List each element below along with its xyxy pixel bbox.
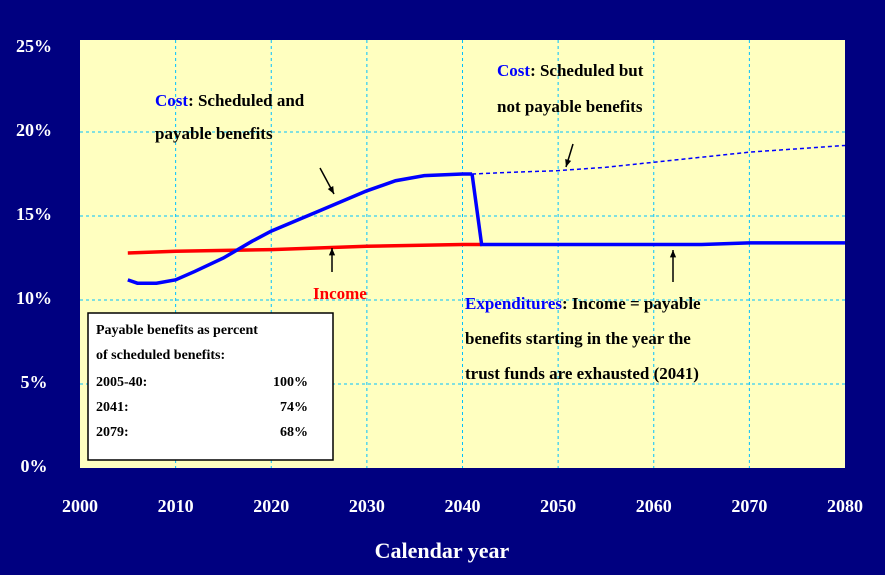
x-tick-label: 2010 [158,496,194,516]
x-tick-label: 2030 [349,496,385,516]
arrow-head [565,159,572,167]
note-cell: 2041: [96,400,129,415]
x-tick-label: 2060 [636,496,672,516]
line [127,242,482,255]
line [472,144,846,175]
annotation: Cost: Scheduled but [497,61,644,80]
y-tick-label: 15% [16,204,52,224]
note-title: of scheduled benefits: [96,348,225,363]
annotation-text: payable benefits [155,124,273,143]
x-tick-label: 2080 [827,496,863,516]
annotation-highlight: Expenditures [465,294,562,313]
note-cell: 74% [280,400,308,415]
y-tick-label: 10% [16,288,52,308]
annotation-text: : Scheduled but [530,61,644,80]
y-tick-label: 25% [16,36,52,56]
note-title: Payable benefits as percent [96,323,258,338]
annotation-text: : Scheduled and [188,91,305,110]
annotation-text: not payable benefits [497,97,643,116]
arrow-head [669,250,677,258]
annotation-highlight: Income [313,284,367,303]
x-tick-label: 2040 [445,496,481,516]
annotation: Income [313,284,367,303]
line [127,172,473,285]
note-cell: 100% [273,375,308,390]
note-cell: 2079: [96,425,129,440]
annotation-highlight: Cost [155,91,188,110]
note-cell: 2005-40: [96,375,147,390]
annotation-highlight: Cost [497,61,530,80]
note-cell: 68% [280,425,308,440]
annotation: Expenditures: Income = payable [465,294,701,313]
x-tick-label: 2050 [540,496,576,516]
y-tick-label: 20% [16,120,52,140]
y-tick-label: 0% [21,456,48,476]
y-tick-label: 5% [21,372,48,392]
note-box [87,312,334,461]
arrow-head [328,248,336,256]
x-tick-label: 2070 [731,496,767,516]
x-tick-label: 2000 [62,496,98,516]
x-axis-label: Calendar year [375,538,510,563]
annotation: Cost: Scheduled and [155,91,305,110]
x-tick-label: 2020 [253,496,289,516]
annotation-text: : Income = payable [562,294,701,313]
annotation-text: benefits starting in the year the [465,329,691,348]
line [470,173,845,247]
annotation-text: trust funds are exhausted (2041) [465,364,699,383]
arrow-head [327,186,334,194]
